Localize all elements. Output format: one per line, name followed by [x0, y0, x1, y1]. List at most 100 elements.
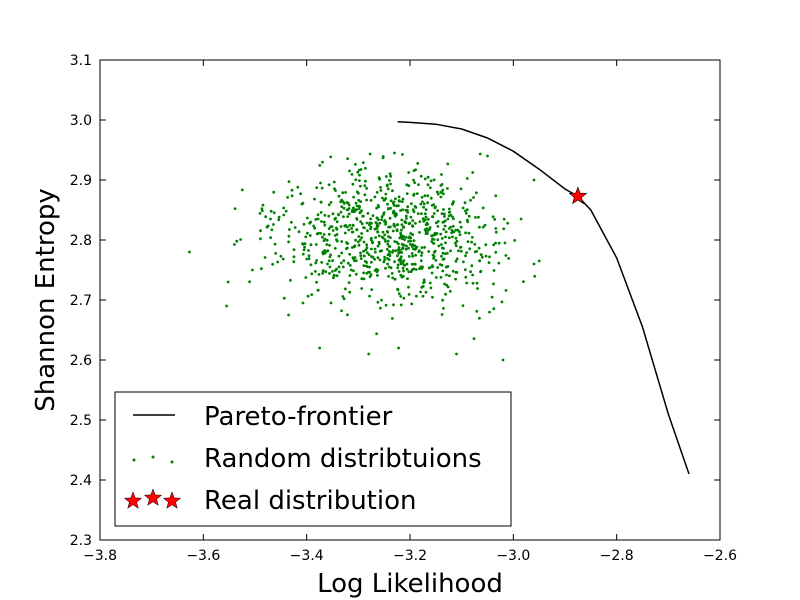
scatter-point: [354, 238, 357, 242]
scatter-point: [323, 213, 327, 217]
x-axis-label: Log Likelihood: [317, 569, 503, 599]
scatter-point: [371, 214, 375, 218]
scatter-point: [405, 267, 409, 271]
scatter-point: [463, 201, 467, 205]
scatter-point: [442, 192, 445, 196]
scatter-point: [378, 177, 382, 181]
scatter-point: [400, 228, 403, 232]
scatter-point: [410, 245, 414, 248]
scatter-point: [413, 262, 416, 266]
scatter-point: [446, 162, 450, 166]
scatter-point: [319, 181, 322, 185]
scatter-point: [414, 253, 417, 257]
scatter-point: [532, 178, 536, 182]
scatter-point: [225, 304, 229, 308]
scatter-point: [320, 220, 323, 223]
scatter-point: [301, 242, 304, 246]
scatter-point: [352, 195, 355, 199]
scatter-point: [396, 288, 400, 292]
scatter-point: [308, 234, 312, 237]
scatter-point: [481, 206, 485, 210]
scatter-point: [450, 229, 454, 232]
scatter-point: [420, 251, 424, 255]
scatter-point: [357, 207, 361, 211]
scatter-point: [423, 246, 426, 249]
scatter-point: [355, 228, 359, 232]
scatter-point: [357, 191, 360, 195]
scatter-point: [373, 257, 376, 261]
scatter-point: [470, 240, 473, 244]
scatter-point: [394, 197, 397, 201]
scatter-point: [497, 241, 501, 245]
scatter-point: [375, 222, 379, 226]
scatter-point: [362, 254, 366, 258]
scatter-point: [380, 298, 383, 302]
scatter-point: [454, 244, 458, 248]
scatter-point: [337, 213, 340, 216]
scatter-point: [350, 227, 353, 230]
scatter-point: [393, 151, 396, 155]
scatter-point: [371, 241, 374, 245]
scatter-point: [441, 220, 445, 224]
scatter-point: [419, 259, 423, 263]
scatter-point: [365, 271, 369, 275]
scatter-point: [494, 241, 497, 245]
scatter-point: [391, 229, 395, 233]
scatter-point: [426, 183, 430, 187]
scatter-point: [345, 225, 349, 229]
scatter-point: [490, 295, 494, 299]
scatter-point: [382, 260, 386, 264]
scatter-point: [424, 208, 428, 212]
scatter-point: [359, 251, 362, 255]
scatter-point: [392, 204, 396, 207]
scatter-point: [446, 252, 449, 255]
scatter-point: [321, 235, 324, 239]
scatter-point: [415, 192, 419, 196]
scatter-point: [434, 259, 438, 262]
scatter-point: [416, 212, 420, 216]
scatter-point: [494, 230, 498, 234]
scatter-point: [348, 290, 352, 294]
scatter-point: [451, 215, 454, 219]
x-axis-ticks: −3.8 −3.6 −3.4 −3.2 −3.0 −2.8 −2.6: [83, 60, 737, 564]
scatter-point: [443, 282, 446, 286]
scatter-point: [397, 251, 400, 255]
scatter-point: [423, 194, 427, 198]
scatter-point: [484, 254, 488, 258]
scatter-point: [293, 226, 297, 229]
scatter-point: [385, 247, 389, 251]
scatter-point: [492, 282, 495, 286]
scatter-point: [356, 240, 360, 244]
scatter-point: [368, 270, 371, 274]
scatter-point: [309, 263, 313, 267]
scatter-point: [346, 157, 349, 161]
scatter-point: [332, 180, 336, 184]
scatter-point: [320, 261, 324, 264]
scatter-point: [393, 225, 397, 228]
scatter-point: [393, 260, 396, 264]
scatter-point: [319, 211, 323, 214]
scatter-point: [430, 240, 434, 243]
scatter-point: [359, 184, 362, 188]
scatter-point: [332, 273, 336, 277]
scatter-point: [333, 187, 336, 191]
scatter-point: [277, 215, 281, 219]
scatter-point: [462, 260, 465, 264]
scatter-point: [464, 209, 467, 213]
scatter-point: [405, 217, 408, 220]
scatter-point: [380, 235, 384, 239]
scatter-point: [273, 242, 277, 246]
scatter-point: [357, 168, 361, 172]
scatter-point: [381, 230, 385, 234]
scatter-point: [479, 253, 483, 256]
scatter-point: [430, 271, 434, 275]
y-tick-label: 2.8: [70, 233, 92, 249]
scatter-point: [403, 238, 406, 242]
scatter-point: [501, 358, 505, 362]
scatter-point: [434, 233, 438, 236]
scatter-point: [352, 269, 355, 273]
scatter-point: [350, 210, 354, 214]
scatter-point: [431, 237, 434, 241]
scatter-point: [235, 239, 239, 243]
scatter-point: [347, 228, 351, 232]
